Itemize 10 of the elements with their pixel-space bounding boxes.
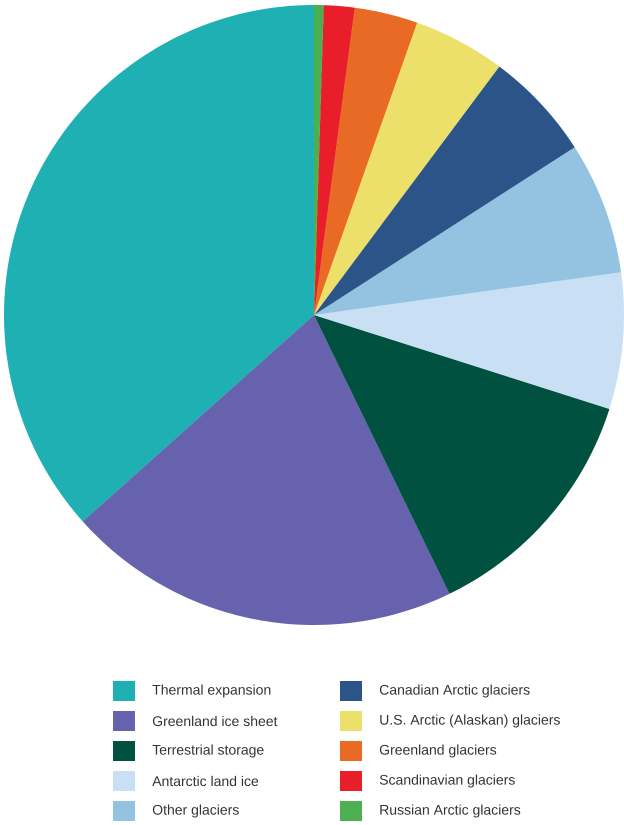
legend-label: Terrestrial storage <box>152 744 264 758</box>
legend-label: Greenland ice sheet <box>152 716 278 726</box>
legend-label: Russian Arctic glaciers <box>380 804 520 818</box>
legend-label: Greenland glaciers <box>380 744 496 758</box>
legend-label: Other glaciers <box>152 804 239 818</box>
legend-label: U.S. Arctic (Alaskan) glaciers <box>380 714 560 728</box>
legend-label: Scandinavian glaciers <box>380 774 515 788</box>
legend-label: Canadian Arctic glaciers <box>380 684 530 698</box>
legend-label: Thermal expansion <box>152 684 270 698</box>
legend-label: Antarctic land ice <box>152 776 258 786</box>
